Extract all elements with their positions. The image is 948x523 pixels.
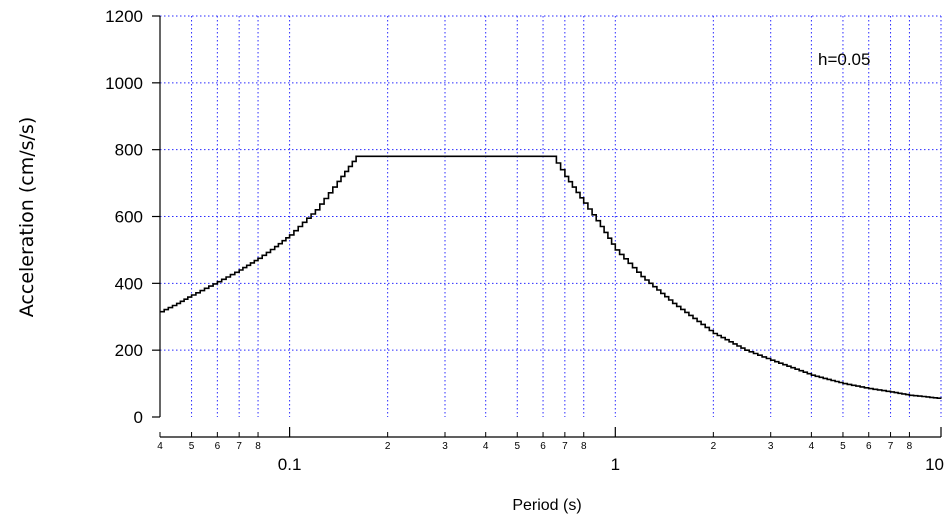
- axes: [152, 15, 942, 438]
- y-tick-label: 1200: [105, 7, 143, 26]
- x-minor-tick-label: 4: [483, 441, 489, 452]
- x-minor-tick-label: 7: [888, 441, 894, 452]
- x-minor-tick-label: 6: [866, 441, 872, 452]
- x-minor-tick-label: 7: [562, 441, 568, 452]
- y-tick-label: 200: [115, 341, 143, 360]
- x-minor-tick-label: 3: [768, 441, 774, 452]
- x-minor-tick-label: 3: [442, 441, 448, 452]
- y-tick-label: 600: [115, 208, 143, 227]
- x-minor-tick-label: 5: [840, 441, 846, 452]
- x-minor-tick-label: 6: [540, 441, 546, 452]
- x-minor-tick-label: 7: [236, 441, 242, 452]
- x-minor-tick-label: 5: [189, 441, 195, 452]
- x-minor-tick-label: 4: [809, 441, 815, 452]
- y-tick-label: 800: [115, 141, 143, 160]
- grid-lines: [160, 15, 942, 417]
- x-minor-tick-label: 8: [581, 441, 587, 452]
- damping-annotation: h=0.05: [818, 50, 870, 69]
- series-group: [160, 155, 942, 399]
- x-axis-title: Period (s): [512, 497, 581, 514]
- x-major-tick-label: 1: [611, 455, 620, 474]
- x-minor-tick-label: 2: [711, 441, 717, 452]
- x-major-tick-label: 10: [925, 455, 944, 474]
- x-minor-tick-label: 4: [157, 441, 163, 452]
- tick-labels: 0 200 400 600 800 1000 1200 4 5 6 7 8 2 3 4 5 6 7 8 2 3 4 5 6 7 8…: [105, 7, 944, 474]
- y-tick-label: 1000: [105, 74, 143, 93]
- x-minor-tick-label: 5: [514, 441, 520, 452]
- x-minor-tick-label: 8: [255, 441, 261, 452]
- x-minor-tick-label: 6: [215, 441, 221, 452]
- y-tick-label: 400: [115, 274, 143, 293]
- x-minor-tick-label: 8: [907, 441, 913, 452]
- y-tick-label: 0: [134, 408, 143, 427]
- spectrum-series-line: [160, 155, 942, 399]
- y-axis-title: Acceleration (cm/s/s): [16, 117, 38, 317]
- x-minor-tick-label: 2: [385, 441, 391, 452]
- x-major-tick-label: 0.1: [278, 455, 302, 474]
